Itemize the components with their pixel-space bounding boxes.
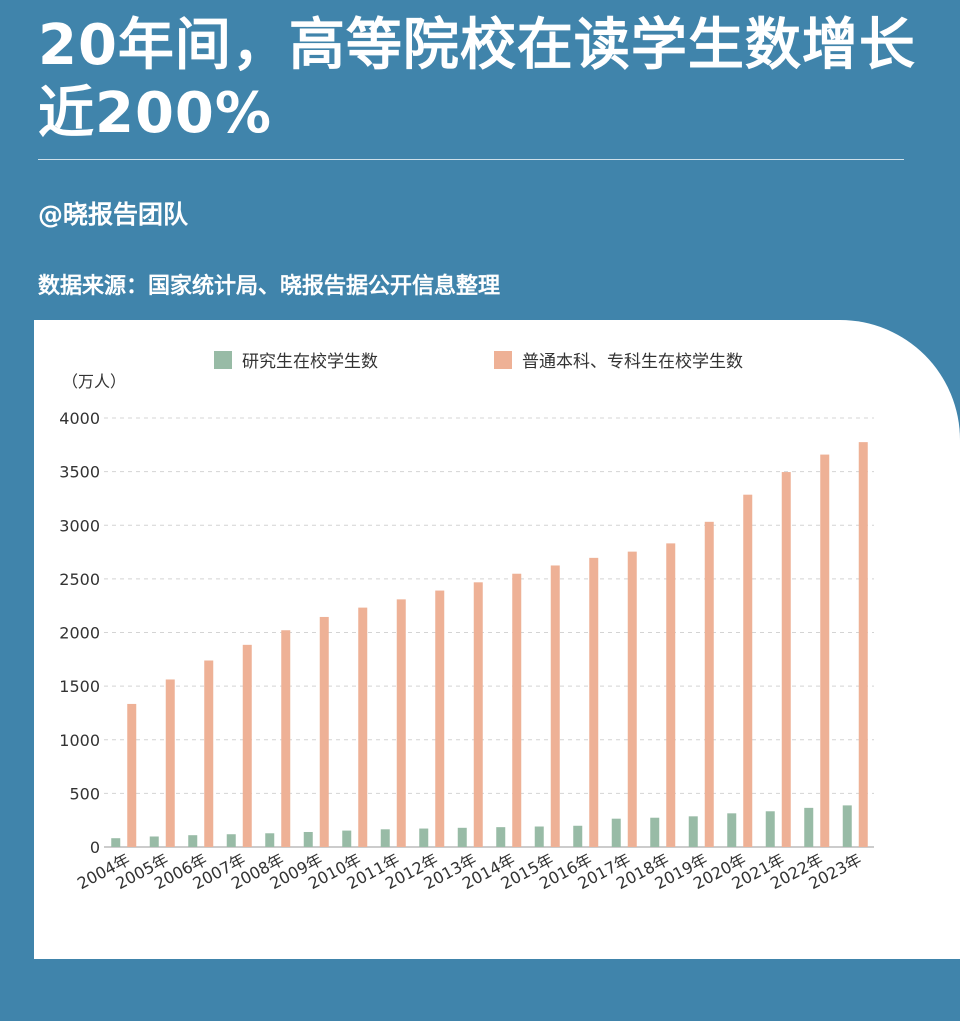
bar-graduate	[265, 833, 275, 847]
bar-undergraduate	[666, 543, 676, 847]
legend-label-undergraduate: 普通本科、专科生在校学生数	[522, 352, 743, 372]
bar-undergraduate	[127, 703, 137, 847]
bar-undergraduate	[435, 590, 445, 847]
bar-undergraduate	[242, 644, 252, 847]
bar-undergraduate	[512, 573, 522, 847]
bar-graduate	[303, 831, 313, 847]
bar-graduate	[688, 816, 698, 847]
legend-swatch-undergraduate	[494, 350, 512, 369]
bar-undergraduate	[319, 616, 329, 847]
bar-graduate	[149, 836, 159, 847]
y-tick-label: 3500	[59, 463, 100, 482]
bar-undergraduate	[281, 630, 291, 847]
bar-graduate	[380, 829, 390, 847]
bar-undergraduate	[396, 599, 406, 847]
bar-graduate	[226, 834, 236, 847]
bar-undergraduate	[858, 442, 868, 847]
y-axis-unit: （万人）	[62, 372, 127, 391]
y-tick-label: 3000	[59, 516, 100, 535]
bar-graduate	[650, 817, 660, 847]
y-tick-label: 4000	[59, 409, 100, 428]
bar-graduate	[342, 830, 352, 847]
bar-graduate	[573, 825, 583, 847]
bar-undergraduate	[743, 494, 753, 847]
source-label: 数据来源：国家统计局、晓报告据公开信息整理	[38, 274, 501, 299]
legend-item-undergraduate: 普通本科、专科生在校学生数	[494, 347, 743, 372]
y-tick-label: 0	[90, 838, 100, 857]
bar-undergraduate	[204, 660, 214, 847]
y-tick-label: 1000	[59, 731, 100, 750]
bar-graduate	[188, 835, 198, 847]
bar-undergraduate	[589, 557, 599, 847]
author-label: @晓报告团队	[38, 200, 189, 229]
legend-swatch-graduate	[214, 350, 232, 369]
bar-undergraduate	[358, 607, 368, 847]
page-title: 20年间，高等院校在读学生数增长近200%	[38, 13, 916, 146]
y-tick-label: 2000	[59, 624, 100, 643]
bar-undergraduate	[627, 551, 637, 847]
bar-chart: 050010001500200025003000350040002004年200…	[59, 409, 874, 893]
bar-undergraduate	[820, 454, 830, 847]
bar-undergraduate	[473, 582, 483, 847]
title-divider	[38, 159, 904, 160]
y-tick-label: 2500	[59, 570, 100, 589]
bar-graduate	[534, 826, 544, 847]
bar-undergraduate	[781, 472, 791, 847]
chart-card: 研究生在校学生数 普通本科、专科生在校学生数 （万人） 0 500 1000 1500…	[34, 320, 960, 959]
bar-graduate	[765, 811, 775, 847]
bar-undergraduate	[165, 679, 175, 847]
bar-undergraduate	[550, 565, 560, 847]
bar-undergraduate	[704, 521, 714, 847]
legend-label-graduate: 研究生在校学生数	[242, 352, 378, 372]
bar-graduate	[111, 838, 121, 847]
y-tick-label: 1500	[59, 677, 100, 696]
bar-graduate	[842, 805, 852, 847]
bar-graduate	[419, 828, 429, 847]
bar-graduate	[496, 827, 506, 847]
bar-graduate	[804, 807, 814, 847]
bar-graduate	[457, 827, 467, 847]
legend-item-graduate: 研究生在校学生数	[214, 347, 378, 372]
bar-graduate	[611, 818, 621, 847]
bar-graduate	[727, 813, 737, 847]
y-tick-label: 500	[69, 784, 100, 803]
